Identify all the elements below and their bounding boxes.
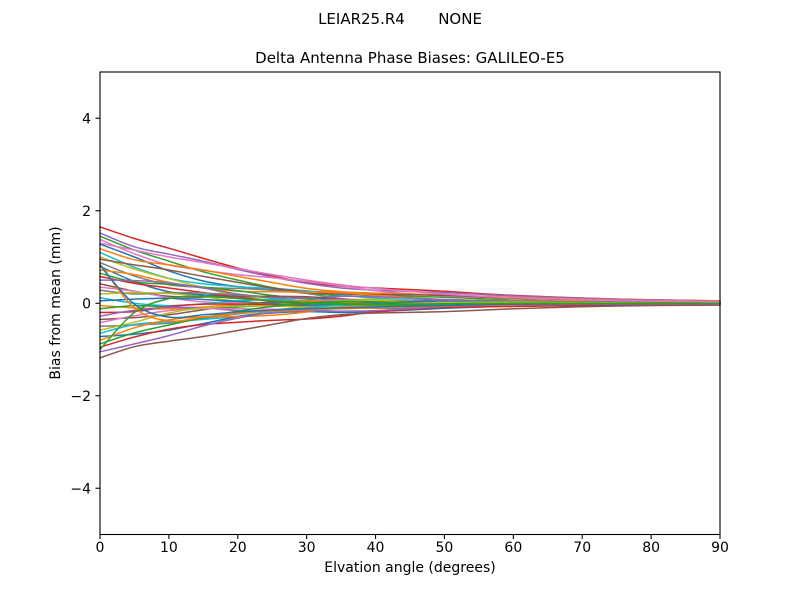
x-tick-label: 60 [504, 540, 522, 556]
series-line-s34 [99, 303, 721, 348]
y-tick-label: 0 [82, 296, 91, 312]
x-tick-label: 50 [436, 540, 454, 556]
series-line-s36 [99, 304, 721, 359]
x-tick-label: 20 [229, 540, 247, 556]
x-tick-label: 40 [367, 540, 385, 556]
series-line-s40 [99, 242, 721, 303]
y-tick-label: −4 [70, 481, 91, 497]
figure-suptitle: LEIAR25.R4 NONE [318, 10, 482, 28]
x-axis-label: Elvation angle (degrees) [324, 560, 496, 576]
y-tick-label: 4 [82, 111, 91, 127]
y-tick-label: −2 [70, 389, 91, 405]
y-tick-label: 2 [82, 204, 91, 220]
x-tick-label: 10 [160, 540, 178, 556]
x-tick-label: 70 [573, 540, 591, 556]
x-tick-label: 90 [711, 540, 729, 556]
series-line-s01 [99, 226, 721, 302]
x-tick-label: 30 [298, 540, 316, 556]
series-line-s02 [99, 232, 721, 302]
x-tick-label: 0 [96, 540, 105, 556]
axes-title: Delta Antenna Phase Biases: GALILEO-E5 [255, 49, 565, 67]
series-line-s39 [99, 295, 721, 351]
x-tick-label: 80 [642, 540, 660, 556]
y-axis-label: Bias from mean (mm) [48, 226, 64, 380]
